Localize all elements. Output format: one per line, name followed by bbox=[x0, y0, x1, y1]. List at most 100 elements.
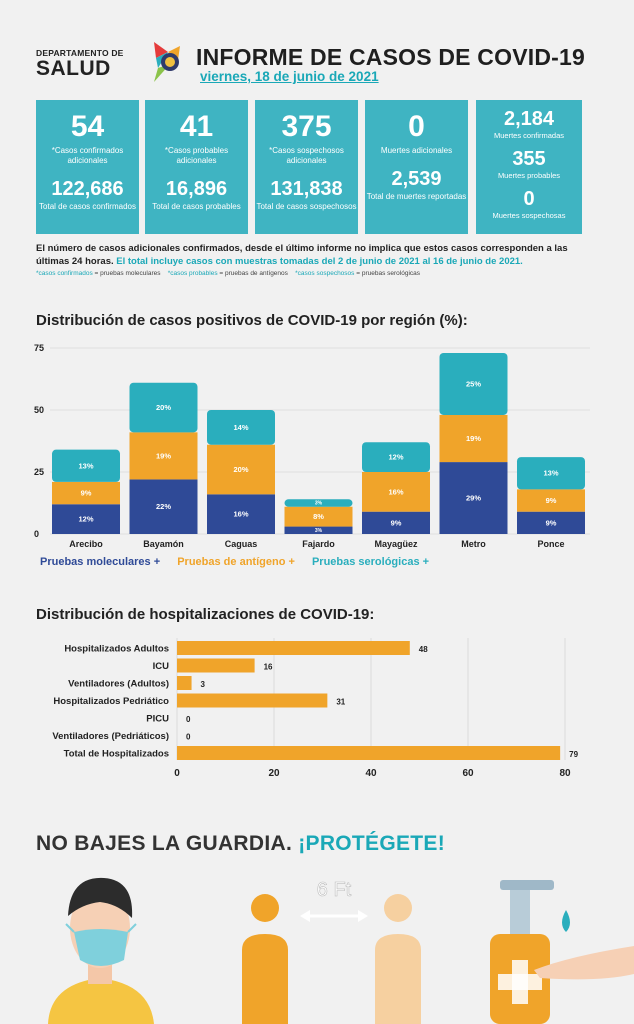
y-tick-label: 25 bbox=[34, 467, 44, 477]
page-title: INFORME DE CASOS DE COVID-19 bbox=[196, 44, 585, 70]
legend-suspected: *casos sospechosos bbox=[295, 270, 355, 277]
bar bbox=[177, 676, 192, 690]
data-label: 14% bbox=[233, 423, 248, 432]
bar-segment bbox=[439, 462, 508, 534]
distance-label: 6 Ft bbox=[317, 879, 352, 901]
masked-person-icon bbox=[48, 877, 154, 1024]
note-text: El número de casos adicionales confirmad… bbox=[36, 243, 568, 267]
category-label: ICU bbox=[153, 661, 170, 672]
bar-segment bbox=[517, 489, 585, 512]
bar-segment bbox=[207, 410, 275, 445]
y-tick-label: 0 bbox=[34, 529, 39, 539]
category-label: Ventiladores (Adultos) bbox=[68, 679, 169, 690]
data-label: 8% bbox=[313, 512, 324, 521]
bar-segment bbox=[129, 479, 198, 534]
x-tick-label: 0 bbox=[174, 768, 180, 779]
stat-label: Muertes adicionales bbox=[380, 146, 453, 155]
category-label: Arecibo bbox=[69, 539, 103, 549]
data-label: 31 bbox=[336, 698, 345, 707]
data-label: 3% bbox=[315, 501, 323, 507]
data-label: 48 bbox=[419, 645, 428, 654]
legend-molecular: = pruebas moleculares bbox=[94, 270, 161, 277]
bar-segment bbox=[52, 504, 120, 534]
category-label: Ponce bbox=[537, 539, 564, 549]
stat-value: 41 bbox=[179, 110, 214, 143]
data-label: 13% bbox=[543, 469, 558, 478]
slogan-part1: NO BAJES LA GUARDIA. bbox=[36, 832, 293, 855]
bar-segment bbox=[129, 382, 198, 433]
bar bbox=[177, 658, 255, 673]
report-note: El número de casos adicionales confirmad… bbox=[36, 242, 596, 268]
data-label: 12% bbox=[78, 515, 93, 524]
bar-segment bbox=[284, 499, 353, 507]
data-label: 25% bbox=[466, 379, 481, 388]
bar-segment bbox=[284, 506, 353, 527]
data-label: 79 bbox=[569, 750, 578, 759]
legend-serologic: = pruebas serológicas bbox=[356, 270, 421, 277]
stat-total-label: Total de muertes reportadas bbox=[366, 192, 467, 201]
legend-probable: *casos probables bbox=[167, 270, 218, 277]
bar-segment bbox=[207, 444, 275, 495]
legend-confirmed: *casos confirmados bbox=[36, 270, 93, 277]
x-tick-label: 20 bbox=[268, 768, 280, 779]
slogan: NO BAJES LA GUARDIA. ¡PROTÉGETE! bbox=[36, 832, 445, 856]
stat-box-confirmed: 54 *Casos confirmados adicionales 122,68… bbox=[36, 100, 139, 234]
y-tick-label: 50 bbox=[34, 405, 44, 415]
deaths-probable-label: Muertes probables bbox=[497, 171, 561, 180]
category-label: Mayagüez bbox=[374, 539, 418, 549]
bar-segment bbox=[439, 352, 508, 415]
stat-box-death-types: 2,184 Muertes confirmadas 355 Muertes pr… bbox=[476, 100, 582, 234]
stat-total-label: Total de casos confirmados bbox=[39, 202, 136, 211]
data-label: 12% bbox=[388, 453, 403, 462]
bar-segment bbox=[362, 442, 430, 472]
category-label: Hospitalizados Pedriático bbox=[53, 696, 169, 707]
deaths-confirmed-label: Muertes confirmadas bbox=[493, 131, 565, 140]
stat-label: *Casos sospechosos adicionales bbox=[269, 146, 344, 165]
test-type-legend: *casos confirmados = pruebas moleculares… bbox=[36, 270, 420, 277]
bar-segment bbox=[52, 449, 120, 482]
department-line1: DEPARTAMENTO DE bbox=[36, 48, 124, 58]
deaths-confirmed-value: 2,184 bbox=[503, 108, 555, 130]
bar-segment bbox=[129, 432, 198, 480]
bar-segment bbox=[362, 511, 430, 534]
stat-value: 54 bbox=[70, 110, 105, 143]
stat-total-label: Total de casos sospechosos bbox=[256, 202, 357, 211]
category-label: Ventiladores (Pedriáticos) bbox=[52, 731, 169, 742]
data-label: 16% bbox=[388, 487, 403, 496]
region-stacked-bar-chart: 0 25 50 75 12% 9% 13% Arecibo 22% 19% 20% Bayamón 16… bbox=[34, 343, 590, 549]
prevention-illustration: 6 Ft bbox=[48, 877, 634, 1024]
legend-serologic-positive: Pruebas serológicas + bbox=[311, 556, 430, 568]
bar-segment bbox=[362, 472, 430, 512]
stat-value: 0 bbox=[408, 110, 425, 143]
bar-segment bbox=[52, 481, 120, 505]
data-label: 9% bbox=[391, 518, 402, 527]
deaths-suspected-label: Muertes sospechosas bbox=[492, 211, 566, 220]
data-label: 19% bbox=[466, 434, 481, 443]
bar-segment bbox=[284, 526, 353, 534]
category-label: Fajardo bbox=[302, 539, 335, 549]
data-label: 9% bbox=[546, 496, 557, 505]
data-label: 3% bbox=[315, 528, 323, 534]
department-line2: SALUD bbox=[36, 57, 111, 80]
category-label: Total de Hospitalizados bbox=[64, 749, 169, 760]
data-label: 9% bbox=[546, 518, 557, 527]
department-logo-text: DEPARTAMENTO DE SALUD bbox=[36, 48, 132, 80]
bar-segment bbox=[439, 414, 508, 463]
puerto-rico-seal-icon bbox=[154, 42, 180, 82]
legend-molecular-positive: Pruebas moleculares + bbox=[40, 556, 161, 568]
stat-value: 375 bbox=[281, 110, 332, 143]
region-chart-title: Distribución de casos positivos de COVID… bbox=[36, 312, 468, 329]
data-label: 13% bbox=[78, 461, 93, 470]
category-label: Metro bbox=[461, 539, 486, 549]
category-label: PICU bbox=[146, 714, 169, 725]
y-tick-label: 75 bbox=[34, 343, 44, 353]
stat-total-label: Total de casos probables bbox=[152, 202, 241, 211]
data-label: 0 bbox=[186, 733, 191, 742]
data-label: 0 bbox=[186, 715, 191, 724]
social-distance-icon: 6 Ft bbox=[242, 879, 421, 1024]
x-tick-label: 60 bbox=[462, 768, 474, 779]
stat-total: 122,686 bbox=[51, 178, 124, 200]
data-label: 16 bbox=[264, 663, 273, 672]
deaths-probable-value: 355 bbox=[512, 148, 546, 170]
slogan-part2: ¡PROTÉGETE! bbox=[298, 832, 446, 855]
